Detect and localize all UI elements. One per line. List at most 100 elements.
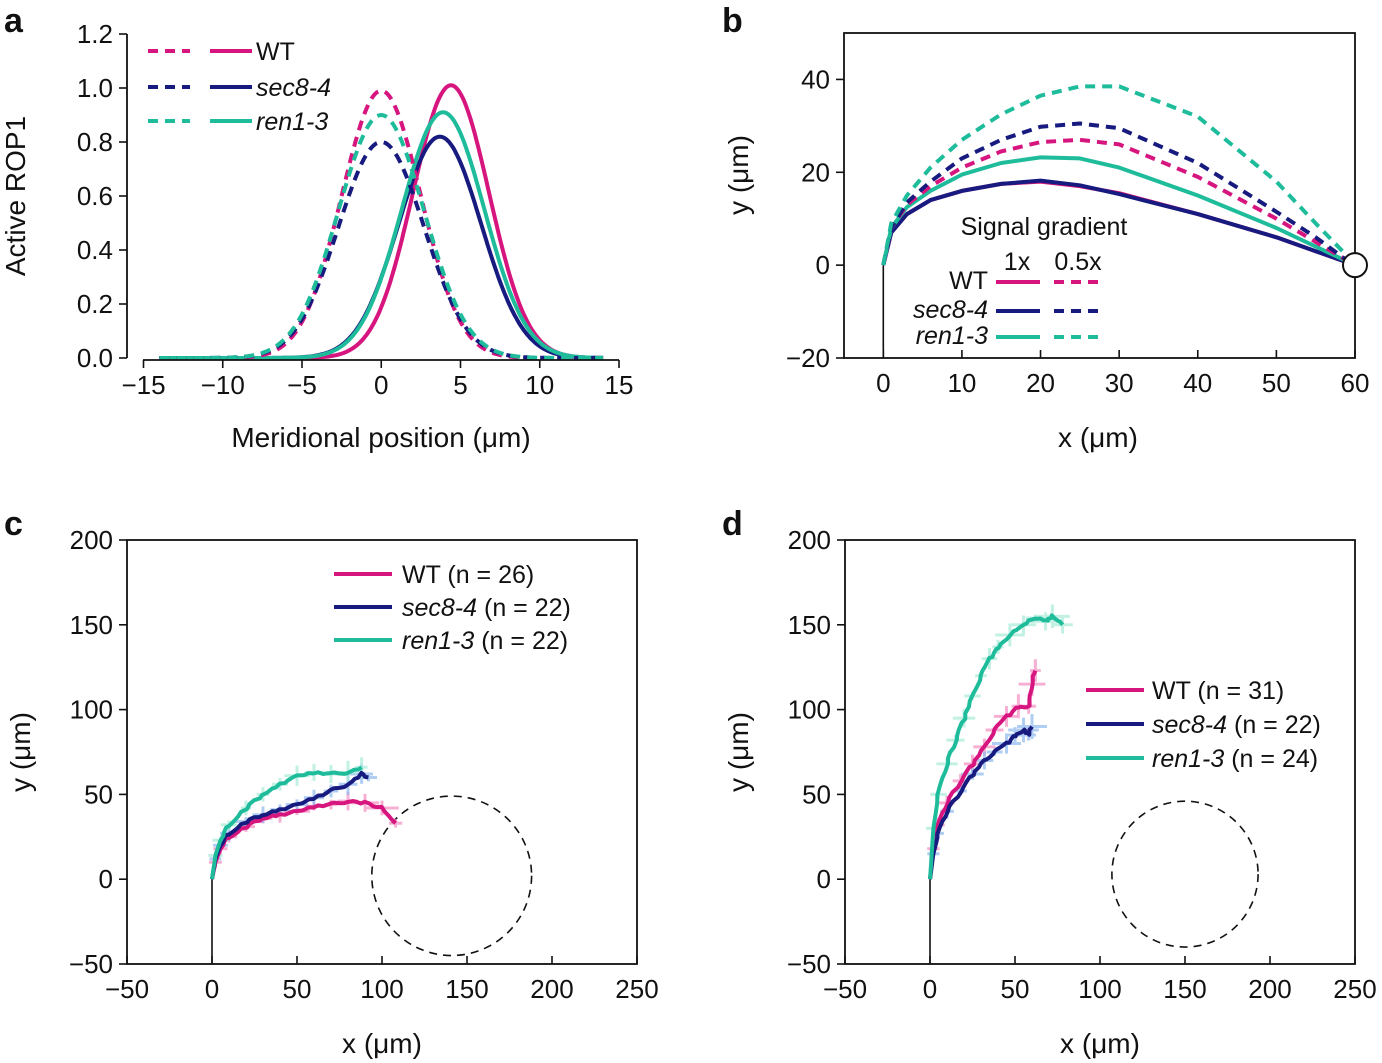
panel-d-ytick-label: 50 <box>802 779 831 809</box>
panel-b-xtick-label: 50 <box>1262 368 1291 398</box>
panel-d-series <box>925 604 1259 964</box>
panel-a-xtick-label: 5 <box>453 370 467 400</box>
panel-d-ytick-label: 0 <box>817 864 831 894</box>
legend-b-ren1-label: ren1-3 <box>916 322 988 350</box>
panel-b-frame <box>843 32 1356 359</box>
panel-c-xtick-label: 150 <box>445 974 488 1004</box>
panel-a-series <box>159 83 604 360</box>
panel-a-xtick-label: −15 <box>121 370 165 400</box>
panel-c-ytick-label: 200 <box>70 525 113 555</box>
panel-c-xtick-label: −50 <box>105 974 149 1004</box>
legend-a-sec8-label: sec8-4 <box>256 74 331 102</box>
panel-d-xtick-label: 0 <box>923 974 937 1004</box>
panel-b-xtick-label: 40 <box>1183 368 1212 398</box>
legend-b-col-1x: 1x <box>1004 248 1031 276</box>
panel-c-xlabel: x (μm) <box>342 1028 422 1059</box>
panel-a-xtick-label: −5 <box>287 370 317 400</box>
panel-c-xtick-label: 50 <box>283 974 312 1004</box>
panel-d-ytick-label: 200 <box>788 525 831 555</box>
panel-letter-d: d <box>722 505 743 543</box>
panel-c-target-circle <box>371 795 533 957</box>
panel-d-xtick-label: 100 <box>1078 974 1121 1004</box>
panel-d-xlabel: x (μm) <box>1060 1028 1140 1059</box>
panel-d-line-wt <box>928 669 1038 880</box>
panel-a: −15 −10 −5 0 5 10 15 0.0 0.2 0.4 0.6 0.8 1.0 1.2 Meri… <box>0 19 633 453</box>
panel-letter-a: a <box>4 2 24 40</box>
panel-d-xtick-label: 50 <box>1001 974 1030 1004</box>
panel-b: 0 10 20 30 40 50 60 −20 0 20 40 x (μm) y (μm) Sign… <box>723 32 1370 453</box>
panel-d-errorbars-wt <box>927 659 1046 855</box>
panel-a-ytick-label: 0.0 <box>77 343 113 373</box>
panel-b-ytick-label: 0 <box>816 250 830 280</box>
panel-a-xlabel: Meridional position (μm) <box>231 422 530 453</box>
panel-a-line-wt-solid <box>159 83 604 360</box>
panel-d-ylabel: y (μm) <box>723 712 754 792</box>
panel-b-legend: Signal gradient 1x 0.5x WT sec8-4 ren1-3 <box>913 213 1127 350</box>
panel-b-line-sec8-4-solid <box>881 178 1356 267</box>
panel-d-xtick-label: 150 <box>1163 974 1206 1004</box>
panel-d: −50 0 50 100 150 200 250 −50 0 50 100 150 200 x (μm)… <box>723 525 1377 1059</box>
panel-c-legend: WT (n = 26) sec8-4 (n = 22) ren1-3 (n = … <box>334 561 571 655</box>
panel-d-line-ren1-3 <box>928 613 1065 880</box>
panel-a-ytick-label: 0.6 <box>77 181 113 211</box>
legend-c-sec8-label: sec8-4 (n = 22) <box>402 594 571 622</box>
target-circle <box>1342 252 1368 279</box>
panel-a-ytick-label: 0.2 <box>77 289 113 319</box>
panel-a-line-wt-dashed <box>159 88 604 360</box>
legend-d-ren1-label: ren1-3 (n = 24) <box>1152 745 1318 773</box>
legend-b-col-05x: 0.5x <box>1054 248 1102 276</box>
panel-d-xtick-label: 200 <box>1248 974 1291 1004</box>
panel-d-target-circle <box>1111 800 1259 948</box>
panel-a-xtick-label: 15 <box>605 370 634 400</box>
legend-b-title: Signal gradient <box>961 213 1128 241</box>
panel-d-line-sec8-4 <box>928 725 1034 880</box>
panel-b-line-wt-dashed <box>881 137 1349 266</box>
panel-c-ticks: −50 0 50 100 150 200 250 −50 0 50 100 150 200 <box>69 525 659 1004</box>
panel-a-line-ren1-3-solid <box>159 110 604 360</box>
panel-a-ytick-label: 0.8 <box>77 127 113 157</box>
panel-a-ytick-label: 1.2 <box>77 19 113 49</box>
panel-b-ylabel: y (μm) <box>723 135 754 215</box>
panel-a-ytick-label: 0.4 <box>77 235 113 265</box>
panel-c-xtick-label: 100 <box>360 974 403 1004</box>
panel-b-xtick-label: 20 <box>1026 368 1055 398</box>
panel-b-ytick-label: −20 <box>786 343 830 373</box>
panel-d-ytick-label: 100 <box>788 695 831 725</box>
panel-d-ytick-label: −50 <box>787 949 831 979</box>
panel-d-ticks: −50 0 50 100 150 200 250 −50 0 50 100 150 200 <box>787 525 1377 1004</box>
panel-a-ytick-label: 1.0 <box>77 73 113 103</box>
legend-b-wt-label: WT <box>949 267 988 295</box>
panel-b-ytick-label: 40 <box>801 64 830 94</box>
panel-a-line-ren1-3-dashed <box>159 112 604 360</box>
panel-c-ytick-label: 150 <box>70 610 113 640</box>
panel-d-legend: WT (n = 31) sec8-4 (n = 22) ren1-3 (n = … <box>1086 677 1321 773</box>
panel-d-xtick-label: −50 <box>823 974 867 1004</box>
panel-b-xtick-label: 0 <box>876 368 890 398</box>
panel-a-xtick-label: −10 <box>201 370 245 400</box>
panel-c: −50 0 50 100 150 200 250 −50 0 50 100 150 200 x (μm)… <box>5 525 659 1059</box>
legend-b-sec8-label: sec8-4 <box>913 296 988 324</box>
panel-c-xtick-label: 200 <box>530 974 573 1004</box>
legend-a-wt-label: WT <box>256 38 295 66</box>
panel-a-legend: WT sec8-4 ren1-3 <box>148 38 331 136</box>
legend-a-ren1-label: ren1-3 <box>256 108 328 136</box>
panel-c-xtick-label: 250 <box>615 974 658 1004</box>
panel-b-ytick-label: 20 <box>801 157 830 187</box>
panel-letter-b: b <box>722 2 743 40</box>
panel-c-line-ren1-3 <box>210 765 363 880</box>
panel-d-xtick-label: 250 <box>1333 974 1376 1004</box>
legend-d-wt-label: WT (n = 31) <box>1152 677 1284 705</box>
panel-b-ticks: 0 10 20 30 40 50 60 −20 0 20 40 <box>786 64 1370 398</box>
panel-c-ylabel: y (μm) <box>5 712 36 792</box>
panel-c-ytick-label: 100 <box>70 695 113 725</box>
panel-b-xtick-label: 10 <box>947 368 976 398</box>
legend-c-ren1-label: ren1-3 (n = 22) <box>402 627 568 655</box>
panel-b-line-sec8-4-dashed <box>881 121 1349 266</box>
panel-b-series <box>881 84 1356 358</box>
panel-c-series <box>208 757 533 964</box>
panel-c-ytick-label: −50 <box>69 949 113 979</box>
panel-b-xlabel: x (μm) <box>1058 422 1138 453</box>
panel-c-xtick-label: 0 <box>205 974 219 1004</box>
panel-a-line-sec8-4-dashed <box>159 139 604 360</box>
